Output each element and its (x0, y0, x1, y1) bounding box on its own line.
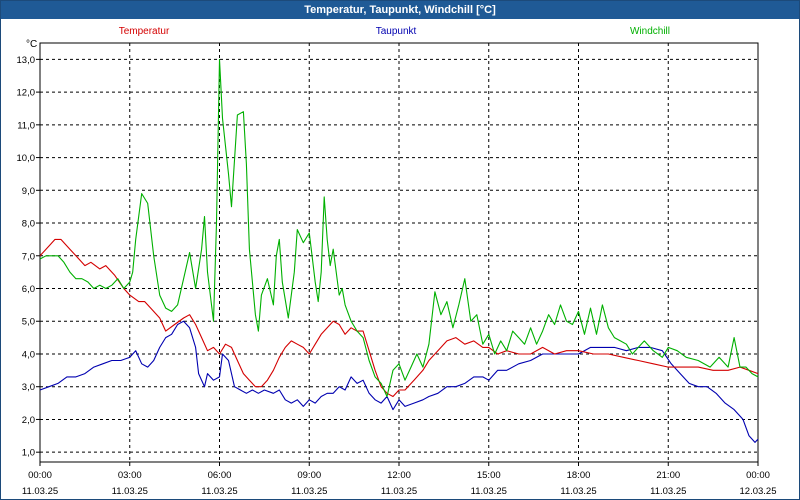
series-line-temperatur (39, 238, 759, 398)
legend-item-windchill: Windchill (630, 26, 670, 37)
y-tick-label: 6,0 (22, 284, 35, 295)
x-tick-time: 21:00 (656, 470, 680, 481)
x-tick-date: 11.03.25 (201, 486, 237, 497)
x-tick-date: 11.03.25 (650, 486, 686, 497)
y-tick-label: 12,0 (17, 88, 36, 99)
series-lines (39, 58, 759, 443)
y-axis: 1,0 2,0 3,0 4,0 5,0 6,0 7,0 8,0 9,0 10,0 11,0 12,0 1… (17, 55, 40, 459)
x-tick-date: 11.03.25 (291, 486, 327, 497)
series-line-windchill (39, 58, 759, 398)
grid (40, 43, 758, 462)
y-tick-label: 5,0 (22, 317, 35, 328)
y-tick-label: 13,0 (17, 55, 36, 66)
x-tick-time: 15:00 (477, 470, 501, 481)
y-tick-label: 10,0 (17, 153, 36, 164)
legend-item-temperatur: Temperatur (119, 26, 170, 37)
x-tick-time: 00:00 (28, 470, 52, 481)
x-tick-date: 11.03.25 (560, 486, 596, 497)
y-tick-label: 7,0 (22, 251, 35, 262)
x-tick-date: 11.03.25 (22, 486, 58, 497)
x-tick-date: 11.03.25 (381, 486, 417, 497)
series-line-taupunkt (39, 320, 759, 443)
y-tick-label: 4,0 (22, 349, 35, 360)
y-tick-label: 11,0 (17, 120, 35, 131)
y-tick-label: 2,0 (22, 415, 35, 426)
x-tick-date: 11.03.25 (112, 486, 148, 497)
x-tick-date: 11.03.25 (471, 486, 507, 497)
x-tick-date: 12.03.25 (740, 486, 777, 497)
y-tick-label: 1,0 (22, 448, 35, 459)
legend: Temperatur Taupunkt Windchill (119, 26, 670, 37)
y-tick-label: 9,0 (22, 186, 35, 197)
y-tick-label: 3,0 (22, 382, 35, 393)
x-tick-time: 03:00 (118, 470, 142, 481)
legend-item-taupunkt: Taupunkt (376, 26, 417, 37)
x-tick-time: 18:00 (567, 470, 591, 481)
x-tick-time: 00:00 (746, 470, 770, 481)
x-tick-time: 12:00 (387, 470, 411, 481)
y-tick-label: 8,0 (22, 219, 35, 230)
window-title: Temperatur, Taupunkt, Windchill [°C] (1, 1, 799, 19)
x-tick-time: 06:00 (208, 470, 232, 481)
y-unit-label: °C (26, 39, 37, 50)
x-tick-time: 09:00 (297, 470, 321, 481)
x-axis: 00:00 11.03.25 03:00 11.03.25 06:00 11.03.25 0… (22, 462, 777, 497)
